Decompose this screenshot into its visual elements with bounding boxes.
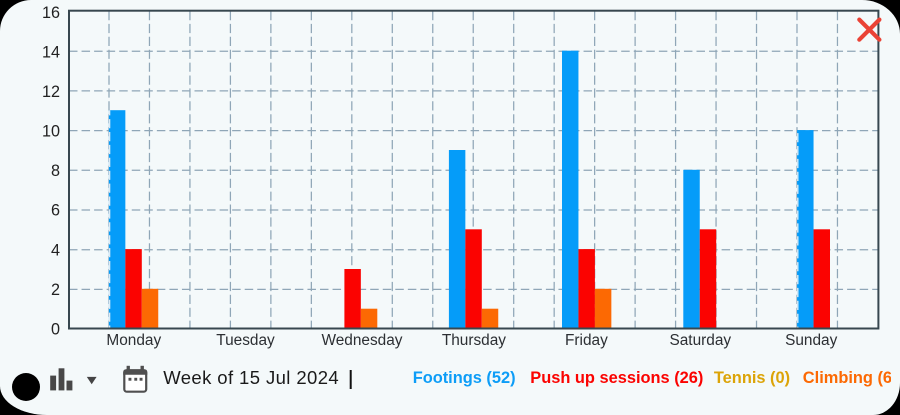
svg-text:14: 14 [42,44,60,62]
svg-text:8: 8 [51,162,60,180]
svg-text:Monday: Monday [106,332,161,349]
svg-text:2: 2 [51,281,60,299]
svg-text:Saturday: Saturday [669,332,731,349]
svg-text:Footings (52): Footings (52) [413,369,516,387]
svg-text:10: 10 [42,123,60,141]
svg-text:Push up sessions (26): Push up sessions (26) [530,369,703,387]
svg-text:Friday: Friday [565,332,608,349]
svg-text:Wednesday: Wednesday [322,332,403,349]
svg-text:6: 6 [51,202,60,220]
svg-text:Climbing (64): Climbing (64) [803,369,900,387]
svg-text:4: 4 [51,241,60,259]
svg-text:Tennis (0): Tennis (0) [714,369,790,387]
svg-text:Tuesday: Tuesday [216,332,275,349]
svg-text:Sunday: Sunday [785,332,838,349]
svg-text:16: 16 [42,4,60,22]
svg-text:12: 12 [42,83,60,101]
svg-text:Week of 15 Jul 2024: Week of 15 Jul 2024 [163,367,339,388]
svg-text:0: 0 [51,320,60,338]
svg-text:Thursday: Thursday [442,332,506,349]
